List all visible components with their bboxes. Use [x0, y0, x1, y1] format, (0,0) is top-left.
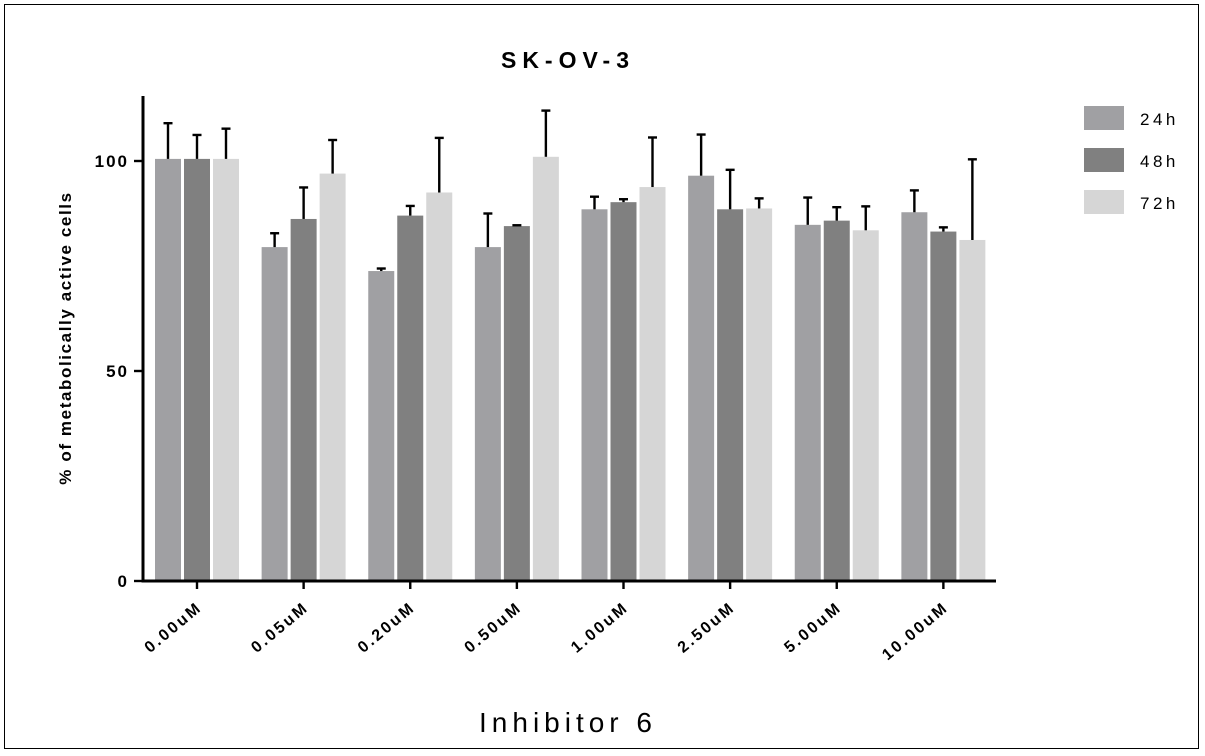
- x-tick-label: 0.00uM: [142, 599, 206, 657]
- error-bars-layer: [163, 109, 977, 272]
- legend-item-72h: 72h: [1084, 190, 1179, 214]
- bar-24h-1.00uM: [581, 209, 608, 582]
- error-bar-24h-2.50uM: [696, 133, 706, 176]
- bar-72h-0.00uM: [213, 158, 239, 581]
- error-bar-72h-2.50uM: [754, 197, 764, 209]
- bar-24h-0.20uM: [368, 271, 395, 581]
- bar-48h-1.00uM: [610, 202, 637, 581]
- legend-item-24h: 24h: [1084, 106, 1179, 130]
- legend-label: 48h: [1140, 152, 1179, 171]
- bar-48h-0.50uM: [503, 226, 530, 581]
- legend-label: 72h: [1140, 194, 1179, 213]
- error-bar-24h-0.50uM: [483, 212, 493, 248]
- error-bar-24h-0.20uM: [376, 267, 386, 272]
- x-tick-label: 5.00uM: [781, 599, 845, 657]
- bar-72h-0.50uM: [532, 156, 559, 582]
- error-bar-48h-10.00uM: [938, 226, 948, 232]
- x-tick-label: 0.50uM: [461, 599, 525, 657]
- bar-24h-0.00uM: [155, 158, 181, 581]
- x-tick-label: 10.00uM: [879, 599, 952, 664]
- bar-24h-0.50uM: [474, 247, 501, 581]
- bar-72h-10.00uM: [959, 239, 986, 581]
- legend-swatch: [1084, 106, 1124, 130]
- bar-24h-0.05uM: [261, 247, 288, 581]
- error-bar-48h-2.50uM: [725, 168, 735, 210]
- error-bar-72h-0.20uM: [434, 136, 444, 193]
- error-bar-48h-5.00uM: [832, 205, 842, 221]
- error-bar-72h-0.50uM: [541, 109, 551, 157]
- legend-swatch: [1084, 190, 1124, 214]
- error-bar-72h-0.05uM: [328, 138, 338, 174]
- error-bar-24h-1.00uM: [590, 195, 599, 210]
- y-axis-label: % of metabolically active cells: [56, 191, 75, 484]
- bar-72h-1.00uM: [639, 187, 666, 582]
- chart-title: SK-OV-3: [501, 47, 635, 73]
- bar-72h-0.20uM: [426, 192, 453, 581]
- bars-layer: [155, 156, 986, 582]
- y-tick-label: 50: [106, 362, 129, 381]
- y-tick-label: 100: [95, 152, 129, 171]
- y-tick-label: 0: [118, 572, 129, 591]
- error-bar-24h-0.00uM: [163, 121, 173, 159]
- error-bar-72h-1.00uM: [648, 136, 657, 188]
- bar-72h-5.00uM: [852, 230, 879, 582]
- legend-label: 24h: [1140, 110, 1179, 129]
- x-tick-label: 0.20uM: [355, 599, 419, 657]
- error-bar-48h-1.00uM: [619, 198, 628, 203]
- error-bar-72h-10.00uM: [967, 158, 977, 240]
- bar-24h-2.50uM: [688, 175, 715, 581]
- error-bar-24h-5.00uM: [803, 196, 813, 225]
- bar-48h-5.00uM: [823, 220, 850, 581]
- x-tick-label: 0.05uM: [248, 599, 312, 657]
- bar-48h-0.05uM: [290, 218, 317, 581]
- error-bar-72h-0.00uM: [221, 127, 231, 159]
- error-bar-24h-0.05uM: [270, 232, 280, 248]
- bar-72h-0.05uM: [319, 173, 346, 581]
- legend: 24h 48h 72h: [1084, 106, 1179, 214]
- legend-item-48h: 48h: [1084, 148, 1179, 172]
- bar-24h-5.00uM: [794, 224, 821, 581]
- bar-72h-2.50uM: [746, 208, 773, 581]
- error-bar-72h-5.00uM: [861, 205, 871, 231]
- x-tick-label: 1.00uM: [568, 599, 632, 657]
- bar-48h-2.50uM: [717, 209, 744, 582]
- bar-24h-10.00uM: [901, 212, 928, 582]
- error-bar-24h-10.00uM: [909, 189, 919, 213]
- legend-swatch: [1084, 148, 1124, 172]
- x-ticks: 0.00uM 0.05uM 0.20uM 0.50uM 1.00uM 2.50uM 5.00…: [142, 581, 952, 664]
- error-bar-48h-0.50uM: [512, 224, 522, 227]
- bar-48h-0.20uM: [397, 215, 424, 581]
- error-bar-48h-0.20uM: [405, 204, 415, 216]
- y-ticks: 0 50 100: [95, 152, 143, 591]
- x-axis-label: Inhibitor 6: [479, 707, 657, 738]
- error-bar-48h-0.05uM: [299, 186, 309, 219]
- x-tick-label: 2.50uM: [675, 599, 739, 657]
- bar-48h-10.00uM: [930, 231, 957, 581]
- error-bar-48h-0.00uM: [192, 133, 202, 159]
- bar-48h-0.00uM: [184, 158, 210, 581]
